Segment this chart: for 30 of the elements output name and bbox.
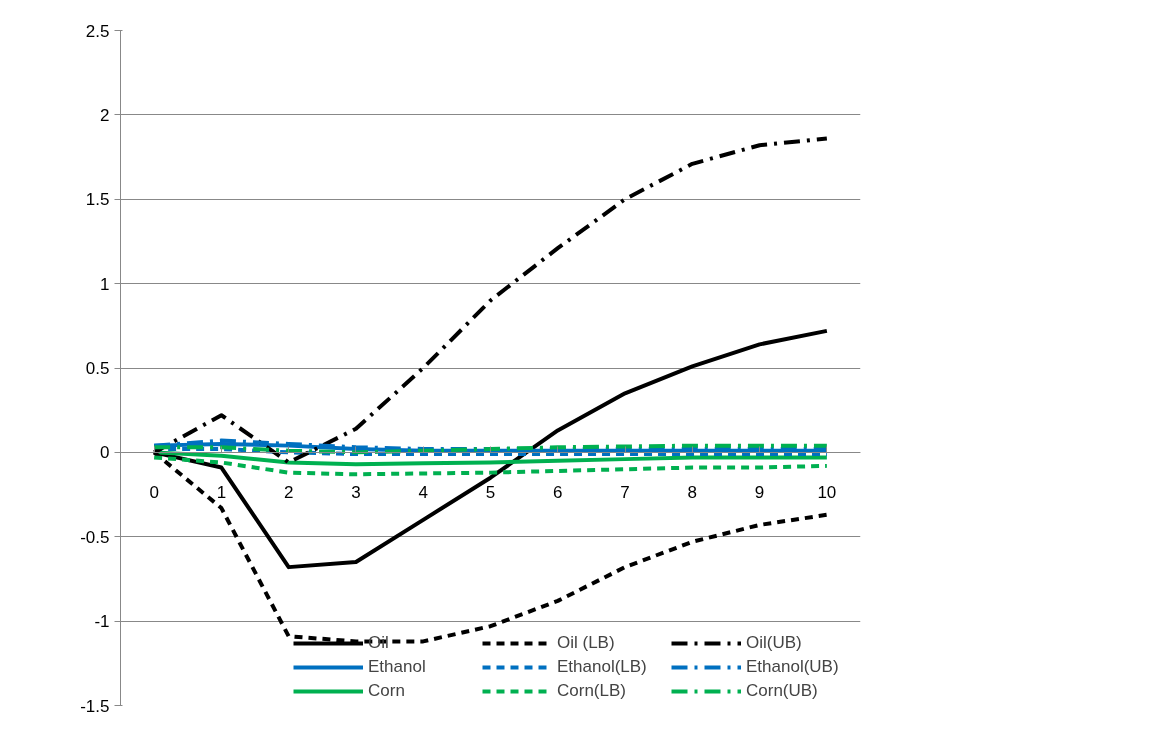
legend-label: Corn xyxy=(368,681,406,701)
y-tick-label: -0.5 xyxy=(80,527,110,547)
x-tick-label: 1 xyxy=(216,483,227,503)
legend-label: Oil xyxy=(368,633,390,653)
x-tick-label: 8 xyxy=(687,483,698,503)
legend-label: Ethanol(LB) xyxy=(557,657,648,677)
x-tick-label: 6 xyxy=(553,483,563,503)
x-tick-label: 3 xyxy=(351,483,361,503)
x-tick-label: 7 xyxy=(620,483,630,503)
line-series xyxy=(152,455,829,477)
x-tick-label: 5 xyxy=(485,483,496,503)
y-tick-label: -1.5 xyxy=(80,696,110,716)
x-tick-label: 4 xyxy=(418,483,428,503)
legend-label: Oil(UB) xyxy=(746,633,803,653)
y-tick-label: 1 xyxy=(100,274,110,294)
y-tick-label: 2.5 xyxy=(85,21,110,41)
legend-label: Ethanol xyxy=(368,657,427,677)
y-tick-label: 2 xyxy=(100,105,110,125)
y-tick-label: -1 xyxy=(94,612,110,632)
legend-label: Corn(LB) xyxy=(557,681,627,701)
legend-label: Ethanol(UB) xyxy=(746,657,840,677)
x-tick-label: 2 xyxy=(283,483,294,503)
y-tick-label: 0 xyxy=(100,443,110,463)
y-tick-label: 0.5 xyxy=(85,359,110,378)
legend-label: Oil (LB) xyxy=(557,633,616,653)
x-tick-label: 9 xyxy=(754,483,765,503)
x-tick-label: 0 xyxy=(149,483,159,503)
x-tick-label: 10 xyxy=(817,483,837,503)
legend-label: Corn(UB) xyxy=(746,681,819,701)
y-tick-label: 1.5 xyxy=(85,190,110,210)
